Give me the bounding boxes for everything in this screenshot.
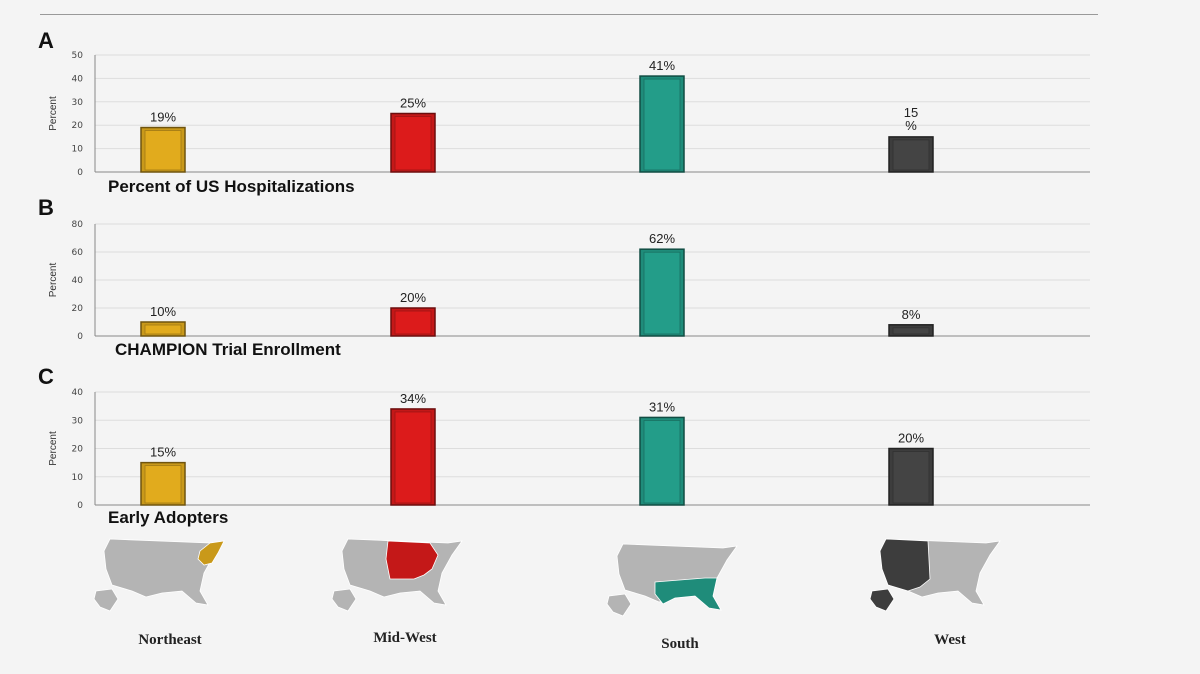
map-west — [869, 538, 1001, 612]
region-label-west: West — [934, 632, 966, 648]
bar-highlight — [643, 420, 681, 504]
y-tick-label: 40 — [72, 74, 84, 84]
data-label: 62% — [649, 231, 675, 246]
bar-highlight — [394, 310, 432, 335]
data-label: 15% — [150, 445, 176, 460]
bar-highlight — [643, 251, 681, 335]
bar-highlight — [144, 130, 182, 171]
data-label: 25% — [400, 96, 426, 111]
bar-highlight — [394, 411, 432, 504]
top-divider — [40, 14, 1098, 15]
map-south — [606, 543, 738, 617]
data-label: 41% — [649, 58, 675, 73]
panel-letter: C — [38, 364, 54, 389]
chart-title: Early Adopters — [108, 508, 228, 527]
chart-title: CHAMPION Trial Enrollment — [115, 340, 341, 359]
y-axis-label: Percent — [48, 96, 59, 131]
y-tick-label: 20 — [72, 304, 84, 314]
bar-highlight — [892, 451, 930, 504]
data-label: % — [905, 118, 917, 133]
y-tick-label: 30 — [72, 98, 84, 108]
y-tick-label: 10 — [72, 145, 84, 155]
y-tick-label: 20 — [72, 445, 84, 455]
y-tick-label: 30 — [72, 416, 84, 426]
bar-highlight — [144, 324, 182, 335]
y-tick-label: 80 — [72, 220, 84, 230]
bar-highlight — [144, 465, 182, 504]
bar-highlight — [394, 116, 432, 171]
region-label-midwest: Mid-West — [373, 630, 437, 646]
data-label: 8% — [902, 307, 921, 322]
panel-letter: A — [38, 28, 54, 53]
y-tick-label: 10 — [72, 473, 84, 483]
map-midwest — [331, 538, 463, 612]
data-label: 20% — [400, 290, 426, 305]
bar-highlight — [892, 139, 930, 171]
data-label: 15 — [904, 105, 918, 120]
y-tick-label: 40 — [72, 276, 84, 286]
y-tick-label: 50 — [72, 51, 84, 61]
bar-charts: 0 10 20 30 40 50 Percent A Percent of US Hospita… — [38, 28, 1090, 527]
data-label: 10% — [150, 304, 176, 319]
y-tick-label: 0 — [77, 501, 83, 511]
data-label: 20% — [898, 431, 924, 446]
region-label-northeast: Northeast — [138, 632, 202, 648]
region-label-south: South — [661, 636, 699, 652]
y-tick-label: 0 — [77, 168, 83, 178]
y-axis-label: Percent — [48, 431, 59, 466]
data-label: 19% — [150, 110, 176, 125]
data-label: 31% — [649, 399, 675, 414]
y-tick-label: 40 — [72, 388, 84, 398]
bar-highlight — [892, 327, 930, 335]
map-northeast — [93, 538, 225, 612]
panel-letter: B — [38, 195, 54, 220]
bar-highlight — [643, 78, 681, 171]
y-axis-label: Percent — [48, 263, 59, 298]
chart-title: Percent of US Hospitalizations — [108, 177, 355, 196]
y-tick-label: 60 — [72, 248, 84, 258]
data-label: 34% — [400, 391, 426, 406]
y-tick-label: 0 — [77, 332, 83, 342]
y-tick-label: 20 — [72, 121, 84, 131]
